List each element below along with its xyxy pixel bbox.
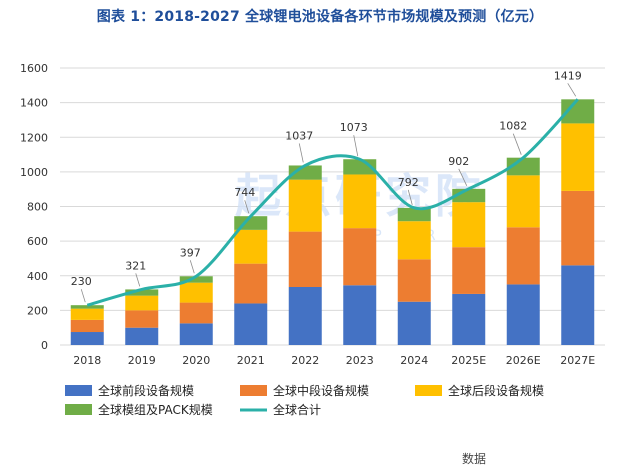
y-tick-label: 0 — [41, 339, 48, 352]
bar-segment — [507, 284, 540, 345]
x-tick-label: 2022 — [291, 354, 319, 367]
bar-segment — [343, 285, 376, 345]
bar-segment — [452, 247, 485, 294]
data-label: 792 — [398, 176, 419, 189]
y-tick-label: 1200 — [20, 131, 48, 144]
y-tick-label: 1600 — [20, 62, 48, 75]
x-tick-label: 2027E — [560, 354, 595, 367]
data-label-leader — [299, 143, 303, 162]
data-label: 1037 — [285, 129, 313, 142]
data-label: 1419 — [554, 69, 582, 82]
legend-swatch — [240, 385, 267, 396]
bar-segment — [398, 221, 431, 259]
data-label: 230 — [71, 275, 92, 288]
x-tick-label: 2019 — [128, 354, 156, 367]
bar-segment — [71, 332, 104, 345]
legend-label: 全球后段设备规模 — [448, 383, 544, 398]
bar-segment — [507, 175, 540, 227]
bar-segment — [452, 294, 485, 345]
chart-svg: 02004006008001000120014001600 起点研究院 SPIR… — [0, 0, 640, 469]
legend-label: 全球中段设备规模 — [273, 383, 369, 398]
data-label-leader — [354, 135, 358, 156]
data-label-leader — [568, 83, 576, 96]
x-tick-label: 2025E — [451, 354, 486, 367]
data-label-leader — [81, 289, 85, 302]
y-tick-label: 600 — [27, 235, 48, 248]
bar-segment — [398, 302, 431, 345]
bar-segment — [125, 310, 158, 327]
data-label: 397 — [180, 246, 201, 259]
bar-segment — [125, 296, 158, 311]
x-tick-label: 2020 — [182, 354, 210, 367]
y-tick-label: 800 — [27, 201, 48, 214]
legend-swatch — [65, 385, 92, 396]
data-label: 321 — [125, 259, 146, 272]
legend-swatch — [65, 404, 92, 415]
x-tick-label: 2021 — [237, 354, 265, 367]
y-tick-label: 200 — [27, 304, 48, 317]
bar-segment — [289, 287, 322, 345]
bar-segment — [452, 202, 485, 247]
bar-segment — [180, 323, 213, 345]
x-tick-label: 2026E — [506, 354, 541, 367]
legend-label: 全球模组及PACK规模 — [98, 402, 213, 417]
y-tick-label: 400 — [27, 270, 48, 283]
bar-segment — [234, 264, 267, 304]
bar-segment — [71, 305, 104, 308]
x-tick-label: 2018 — [73, 354, 101, 367]
data-label: 1073 — [340, 121, 368, 134]
bar-segment — [71, 320, 104, 332]
y-tick-label: 1000 — [20, 166, 48, 179]
data-label: 744 — [234, 186, 255, 199]
data-label: 1082 — [499, 120, 527, 133]
bar-segment — [561, 191, 594, 265]
bar-segment — [398, 208, 431, 221]
x-tick-label: 2024 — [400, 354, 428, 367]
y-tick-label: 1400 — [20, 97, 48, 110]
bar-segment — [71, 309, 104, 320]
x-tick-label: 2023 — [346, 354, 374, 367]
bar-segment — [289, 180, 322, 232]
bar-segment — [343, 228, 376, 285]
data-label: 902 — [448, 155, 469, 168]
bar-segment — [507, 227, 540, 284]
bar-segment — [561, 265, 594, 345]
bar-segment — [289, 232, 322, 287]
bar-segment — [234, 303, 267, 345]
bar-segment — [343, 174, 376, 228]
data-label-leader — [190, 260, 194, 273]
legend-label: 全球前段设备规模 — [98, 383, 194, 398]
bar-segment — [398, 259, 431, 301]
bar-segment — [180, 283, 213, 303]
x-axis: 2018 2019 2020 2021 2022 2023 2024 2025E 2026E 20… — [73, 354, 595, 367]
legend-label: 全球合计 — [273, 402, 321, 417]
bar-segment — [234, 230, 267, 264]
bar-segment — [180, 303, 213, 324]
footer-text: 数据 — [462, 450, 486, 467]
bar-segment — [561, 123, 594, 191]
bar-segment — [125, 328, 158, 345]
y-axis: 0 200 400 600 800 1000 1200 1400 1600 — [20, 62, 48, 352]
legend-swatch — [415, 385, 442, 396]
